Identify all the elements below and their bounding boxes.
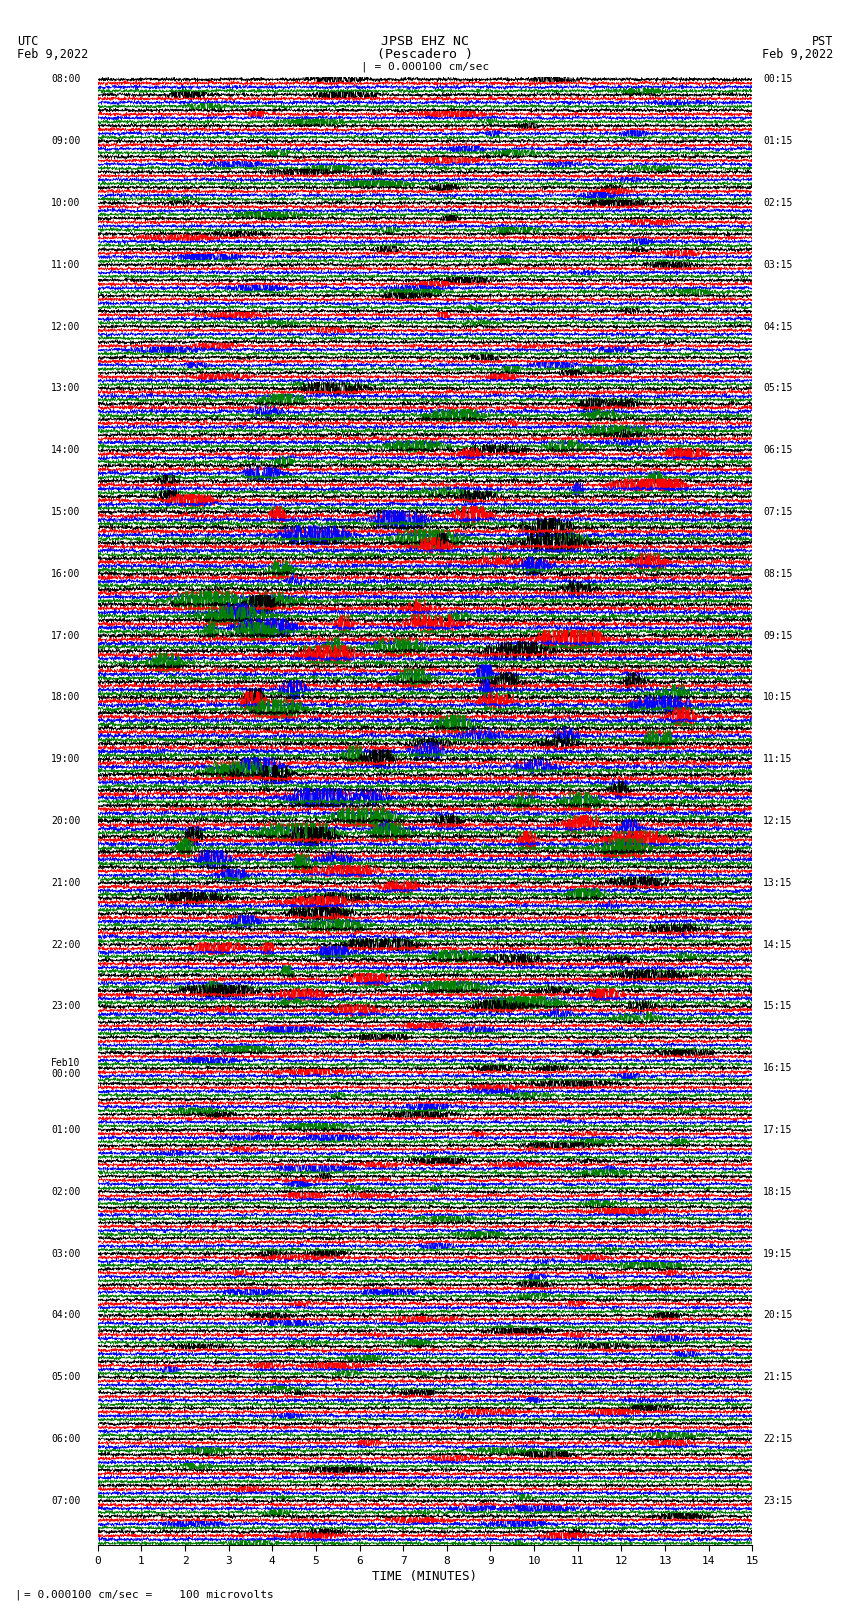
Text: 00:15: 00:15: [763, 74, 792, 84]
Text: 04:00: 04:00: [51, 1310, 80, 1321]
Text: 02:15: 02:15: [763, 198, 792, 208]
Text: PST: PST: [812, 35, 833, 48]
Text: 05:15: 05:15: [763, 384, 792, 394]
Text: 02:00: 02:00: [51, 1187, 80, 1197]
Text: 21:15: 21:15: [763, 1373, 792, 1382]
Text: 07:15: 07:15: [763, 506, 792, 518]
Text: 03:15: 03:15: [763, 260, 792, 269]
Text: 22:15: 22:15: [763, 1434, 792, 1444]
Text: 21:00: 21:00: [51, 877, 80, 887]
Text: 05:00: 05:00: [51, 1373, 80, 1382]
X-axis label: TIME (MINUTES): TIME (MINUTES): [372, 1569, 478, 1582]
Text: 03:00: 03:00: [51, 1248, 80, 1258]
Text: Feb 9,2022: Feb 9,2022: [17, 48, 88, 61]
Text: 17:00: 17:00: [51, 631, 80, 640]
Text: 18:00: 18:00: [51, 692, 80, 702]
Text: 13:00: 13:00: [51, 384, 80, 394]
Text: JPSB EHZ NC: JPSB EHZ NC: [381, 35, 469, 48]
Text: 22:00: 22:00: [51, 940, 80, 950]
Text: 15:00: 15:00: [51, 506, 80, 518]
Text: 08:15: 08:15: [763, 569, 792, 579]
Text: 08:00: 08:00: [51, 74, 80, 84]
Text: | = 0.000100 cm/sec: | = 0.000100 cm/sec: [361, 61, 489, 73]
Text: 01:15: 01:15: [763, 135, 792, 147]
Text: 16:15: 16:15: [763, 1063, 792, 1073]
Text: 14:15: 14:15: [763, 940, 792, 950]
Text: 10:00: 10:00: [51, 198, 80, 208]
Text: 11:15: 11:15: [763, 755, 792, 765]
Text: Feb10
00:00: Feb10 00:00: [51, 1058, 80, 1079]
Text: 19:15: 19:15: [763, 1248, 792, 1258]
Text: 09:15: 09:15: [763, 631, 792, 640]
Text: 14:00: 14:00: [51, 445, 80, 455]
Text: 04:15: 04:15: [763, 321, 792, 332]
Text: 09:00: 09:00: [51, 135, 80, 147]
Text: 06:00: 06:00: [51, 1434, 80, 1444]
Text: 15:15: 15:15: [763, 1002, 792, 1011]
Text: 12:15: 12:15: [763, 816, 792, 826]
Text: 10:15: 10:15: [763, 692, 792, 702]
Text: 18:15: 18:15: [763, 1187, 792, 1197]
Text: = 0.000100 cm/sec =    100 microvolts: = 0.000100 cm/sec = 100 microvolts: [24, 1590, 274, 1600]
Text: 16:00: 16:00: [51, 569, 80, 579]
Text: 12:00: 12:00: [51, 321, 80, 332]
Text: 13:15: 13:15: [763, 877, 792, 887]
Text: 19:00: 19:00: [51, 755, 80, 765]
Text: UTC: UTC: [17, 35, 38, 48]
Text: 20:00: 20:00: [51, 816, 80, 826]
Text: 07:00: 07:00: [51, 1495, 80, 1507]
Text: 20:15: 20:15: [763, 1310, 792, 1321]
Text: 17:15: 17:15: [763, 1124, 792, 1136]
Text: |: |: [15, 1589, 29, 1600]
Text: 01:00: 01:00: [51, 1124, 80, 1136]
Text: 11:00: 11:00: [51, 260, 80, 269]
Text: 23:15: 23:15: [763, 1495, 792, 1507]
Text: 06:15: 06:15: [763, 445, 792, 455]
Text: 23:00: 23:00: [51, 1002, 80, 1011]
Text: Feb 9,2022: Feb 9,2022: [762, 48, 833, 61]
Text: (Pescadero ): (Pescadero ): [377, 48, 473, 61]
